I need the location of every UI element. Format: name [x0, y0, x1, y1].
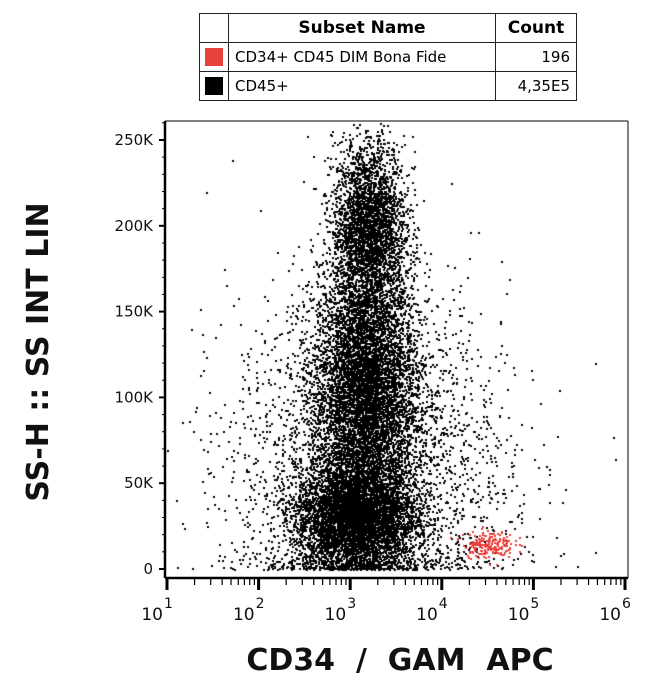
- y-tick-label: 50K: [124, 474, 154, 492]
- x-tick-label: 10: [599, 605, 621, 625]
- y-tick-label: 150K: [115, 303, 155, 321]
- legend-table: Subset Name Count CD34+ CD45 DIM Bona Fi…: [199, 13, 577, 101]
- x-tick-exponent: 3: [347, 596, 356, 612]
- x-tick-exponent: 2: [256, 596, 265, 612]
- legend-subset-name: CD45+: [228, 71, 496, 101]
- x-tick-label: 10: [141, 605, 163, 625]
- y-tick-label: 100K: [115, 388, 155, 406]
- tick-marks: [159, 122, 627, 590]
- x-tick-label: 10: [325, 605, 347, 625]
- legend-swatch-header: [199, 13, 229, 43]
- legend-swatch: [205, 77, 223, 95]
- x-axis-title: CD34 / GAM APC: [246, 643, 553, 678]
- legend-swatch: [205, 48, 223, 66]
- y-axis-title: SS-H :: SS INT LIN: [21, 202, 56, 501]
- legend-row: CD45+ 4,35E5: [199, 71, 577, 101]
- x-tick-exponent: 4: [439, 596, 448, 612]
- x-tick-exponent: 5: [530, 596, 539, 612]
- y-tick-label: 200K: [115, 217, 155, 235]
- legend-row: CD34+ CD45 DIM Bona Fide 196: [199, 42, 577, 72]
- y-tick-label: 0: [143, 560, 153, 578]
- x-tick-label: 10: [233, 605, 255, 625]
- legend-subset-name: CD34+ CD45 DIM Bona Fide: [228, 42, 496, 72]
- legend-subset-count: 4,35E5: [495, 71, 577, 101]
- scatter-dots: [165, 121, 628, 578]
- x-tick-exponent: 6: [622, 596, 631, 612]
- y-tick-label: 250K: [115, 131, 155, 149]
- x-tick-exponent: 1: [164, 596, 173, 612]
- legend-subset-count: 196: [495, 42, 577, 72]
- x-tick-label: 10: [416, 605, 438, 625]
- legend-swatch-cell: [199, 71, 229, 101]
- legend-header-count: Count: [495, 13, 577, 43]
- x-tick-label: 10: [508, 605, 530, 625]
